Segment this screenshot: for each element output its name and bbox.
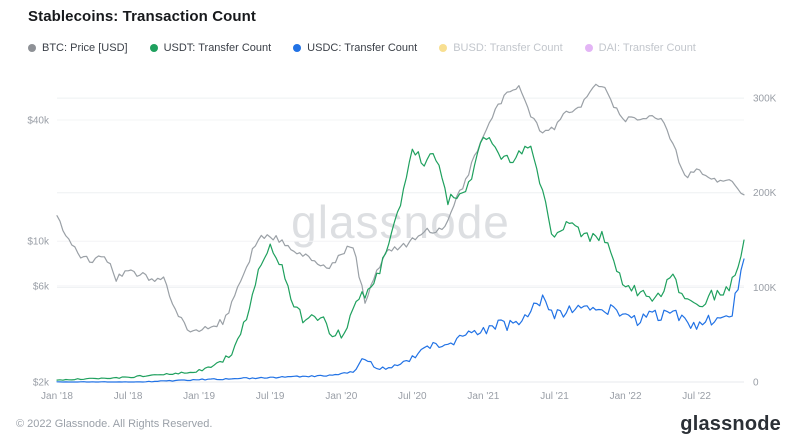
svg-text:Jan '18: Jan '18 [41, 391, 73, 402]
page-title: Stablecoins: Transaction Count [28, 8, 257, 25]
svg-text:Jul '21: Jul '21 [540, 391, 569, 402]
busd-legend-dot [439, 44, 448, 52]
legend-label: BUSD: Transfer Count [453, 42, 563, 54]
svg-text:Jul '22: Jul '22 [682, 391, 711, 402]
svg-text:$6k: $6k [33, 281, 50, 292]
legend-item-busd[interactable]: BUSD: Transfer Count [439, 42, 563, 54]
svg-text:$10k: $10k [27, 237, 50, 248]
legend-item-btc[interactable]: BTC: Price [USD] [28, 42, 128, 54]
chart-area: glassnode $2k $6k $10k $40k 0 100K 200K 300K Jan… [0, 57, 801, 405]
svg-text:200K: 200K [753, 188, 777, 199]
svg-text:0: 0 [753, 378, 759, 389]
svg-text:Jan '21: Jan '21 [467, 391, 499, 402]
svg-text:$2k: $2k [33, 378, 50, 389]
usdc-legend-dot [293, 44, 302, 52]
svg-text:Jul '20: Jul '20 [398, 391, 427, 402]
svg-text:$40k: $40k [27, 116, 50, 127]
svg-text:100K: 100K [753, 283, 777, 294]
svg-text:Jan '22: Jan '22 [610, 391, 642, 402]
btc-legend-dot [28, 44, 36, 52]
svg-text:Jan '19: Jan '19 [183, 391, 215, 402]
copyright: © 2022 Glassnode. All Rights Reserved. [16, 418, 213, 430]
legend-item-dai[interactable]: DAI: Transfer Count [584, 42, 696, 54]
legend-label: DAI: Transfer Count [598, 42, 696, 54]
legend: BTC: Price [USD] USDT: Transfer Count USDC… [28, 42, 696, 54]
legend-item-usdt[interactable]: USDT: Transfer Count [149, 42, 272, 54]
legend-label: USDC: Transfer Count [307, 42, 418, 54]
legend-label: USDT: Transfer Count [163, 42, 272, 54]
svg-text:Jul '18: Jul '18 [114, 391, 143, 402]
legend-item-usdc[interactable]: USDC: Transfer Count [293, 42, 417, 54]
footer: © 2022 Glassnode. All Rights Reserved. g… [0, 405, 801, 443]
glassnode-logo: glassnode [680, 412, 781, 435]
svg-text:Jul '19: Jul '19 [256, 391, 285, 402]
dai-legend-dot [584, 44, 593, 52]
svg-text:300K: 300K [753, 94, 777, 105]
legend-label: BTC: Price [USD] [42, 42, 128, 54]
usdt-legend-dot [149, 44, 158, 52]
svg-text:Jan '20: Jan '20 [325, 391, 357, 402]
chart-svg[interactable]: $2k $6k $10k $40k 0 100K 200K 300K Jan '18 Jul '1… [0, 57, 801, 405]
